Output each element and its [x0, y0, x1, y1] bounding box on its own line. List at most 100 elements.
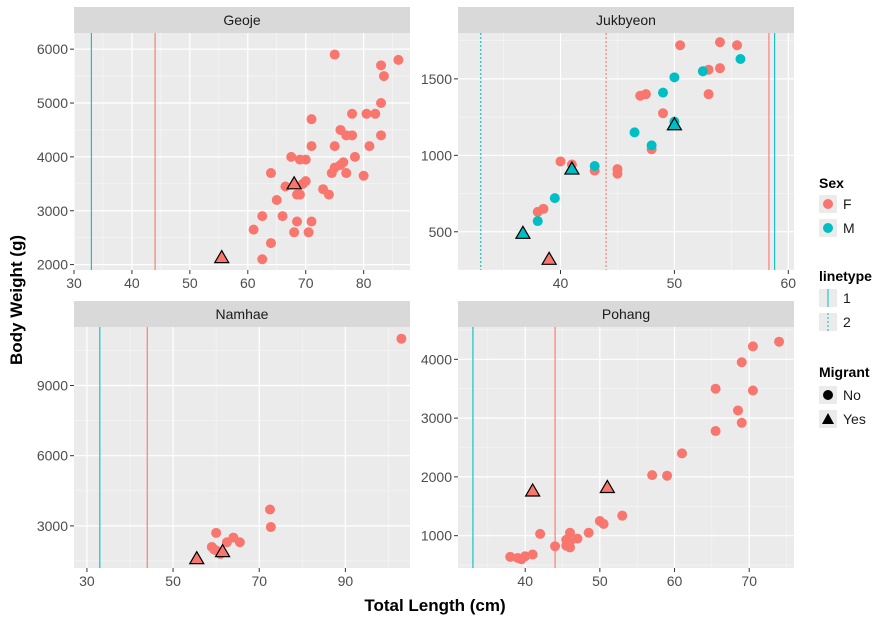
- y-tick-label: 3000: [421, 410, 452, 426]
- data-point: [303, 227, 314, 238]
- data-point: [612, 168, 623, 179]
- data-point: [617, 510, 628, 521]
- y-tick-label: 2000: [37, 257, 68, 273]
- data-point: [347, 108, 358, 119]
- panel-namhae: Namhae 30 50 70 90 3000 6000 9000: [37, 301, 410, 589]
- data-point: [364, 141, 375, 152]
- data-point: [516, 554, 527, 565]
- data-point: [662, 470, 673, 481]
- data-point-migrant: [524, 482, 541, 497]
- x-tick-label: 60: [667, 573, 683, 589]
- data-point: [257, 254, 268, 265]
- data-point: [211, 527, 222, 538]
- legend-key-sex-f: [823, 199, 833, 209]
- x-tick-label: 50: [165, 573, 181, 589]
- data-point-migrant: [286, 175, 303, 190]
- panel-geoje: Geoje 30 40 50 60 70 80 2000 3000 4000 5000 6000: [37, 7, 410, 291]
- x-axis-title: Total Length (cm): [364, 596, 505, 615]
- data-point-migrant: [563, 160, 580, 175]
- facet-label: Geoje: [223, 12, 261, 28]
- data-point: [532, 206, 543, 217]
- y-tick-label: 2000: [421, 469, 452, 485]
- legend-title-linetype: linetype: [819, 268, 872, 284]
- legend-label-sex-m: M: [843, 220, 855, 236]
- data-point: [697, 66, 708, 77]
- legend-label-linetype-2: 2: [843, 314, 851, 330]
- legend-key-migrant-no: [823, 390, 833, 400]
- data-point: [714, 63, 725, 74]
- data-point: [527, 549, 538, 560]
- data-point: [710, 383, 721, 394]
- data-point: [774, 336, 785, 347]
- data-point-migrant: [666, 116, 683, 131]
- x-tick-label: 90: [338, 573, 354, 589]
- data-point: [677, 448, 687, 459]
- legend-key-migrant-yes: [822, 413, 834, 424]
- legend: Sex F M linetype 1 2 Migrant No Yes: [819, 175, 872, 428]
- data-point: [555, 156, 566, 167]
- y-tick-label: 1000: [421, 528, 452, 544]
- panel-background: [74, 33, 410, 270]
- facet-label: Jukbyeon: [596, 12, 656, 28]
- data-point: [714, 37, 725, 48]
- data-point: [646, 140, 657, 151]
- x-tick-label: 50: [592, 573, 608, 589]
- data-point-migrant: [514, 225, 531, 239]
- data-point: [323, 189, 334, 200]
- data-point: [658, 87, 669, 98]
- y-tick-label: 1500: [421, 71, 452, 87]
- data-point: [329, 141, 340, 152]
- data-point: [378, 71, 389, 82]
- data-point: [565, 542, 575, 553]
- data-point: [289, 227, 300, 238]
- panel-background: [458, 33, 794, 270]
- legend-title-migrant: Migrant: [819, 364, 870, 380]
- data-point: [306, 216, 317, 227]
- x-tick-label: 70: [298, 275, 314, 291]
- data-point: [358, 170, 369, 181]
- data-point: [629, 127, 640, 138]
- data-point: [335, 159, 346, 170]
- y-axis-title: Body Weight (g): [7, 235, 26, 365]
- data-point: [349, 151, 360, 162]
- x-tick-label: 60: [240, 275, 256, 291]
- x-tick-label: 30: [66, 275, 82, 291]
- data-point: [265, 238, 276, 249]
- data-point: [294, 189, 305, 200]
- y-tick-label: 5000: [37, 95, 68, 111]
- data-point: [329, 49, 340, 60]
- data-point: [732, 40, 743, 51]
- data-point-migrant: [541, 251, 558, 265]
- x-tick-label: 50: [667, 275, 683, 291]
- x-tick-label: 40: [553, 275, 569, 291]
- y-tick-label: 9000: [37, 377, 68, 393]
- x-tick-label: 40: [517, 573, 533, 589]
- data-point: [396, 333, 407, 344]
- data-point: [647, 470, 658, 481]
- y-tick-label: 1000: [421, 147, 452, 163]
- data-point: [271, 194, 282, 205]
- data-point: [669, 72, 680, 83]
- x-tick-label: 50: [182, 275, 198, 291]
- data-point: [505, 551, 516, 562]
- data-point: [376, 130, 387, 141]
- data-point: [306, 141, 317, 152]
- y-tick-label: 4000: [421, 351, 452, 367]
- data-point: [532, 216, 543, 227]
- data-point: [370, 108, 381, 119]
- data-point: [265, 504, 275, 515]
- data-point: [736, 357, 747, 368]
- data-point: [535, 528, 546, 539]
- data-point: [703, 89, 714, 100]
- data-point: [550, 541, 561, 552]
- facet-panels: Geoje 30 40 50 60 70 80 2000 3000 4000 5000 6000 Juk…: [37, 7, 796, 589]
- y-tick-label: 6000: [37, 448, 68, 464]
- x-tick-label: 70: [741, 573, 757, 589]
- y-tick-label: 4000: [37, 149, 68, 165]
- data-point-migrant: [213, 249, 230, 264]
- facet-label: Pohang: [602, 306, 650, 322]
- data-point: [234, 537, 245, 548]
- facet-strip: [458, 301, 794, 327]
- data-point: [341, 168, 352, 179]
- data-point: [376, 98, 387, 109]
